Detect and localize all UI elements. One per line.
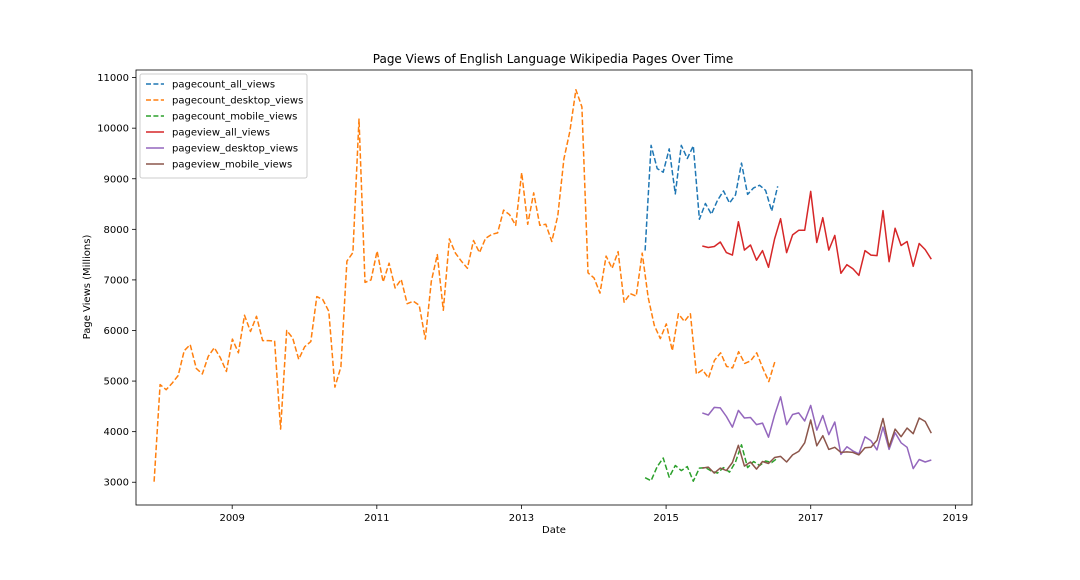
series-line-pagecount-all-views (644, 144, 779, 251)
series-line-pageview-all-views (702, 190, 932, 277)
y-tick-label: 5000 (104, 377, 129, 388)
legend-label-pageview-desktop-views: pageview_desktop_views (172, 144, 298, 155)
axes-layer: 2009 2011 2013 2015 2017 2019 3000 4000 5000 6000… (97, 69, 973, 524)
plot-frame (135, 69, 973, 506)
legend-box (139, 73, 308, 179)
x-tick-label: 2013 (509, 513, 534, 524)
x-tick-label: 2019 (943, 513, 968, 524)
legend-label-pagecount-all-views: pagecount_all_views (172, 80, 275, 91)
series-line-pagecount-mobile-views (644, 444, 779, 482)
y-tick-label: 6000 (104, 326, 129, 337)
y-tick-label: 9000 (104, 174, 129, 185)
y-tick-label: 8000 (104, 225, 129, 236)
x-tick-label: 2009 (219, 513, 244, 524)
series-line-pageview-desktop-views (702, 396, 932, 470)
legend: pagecount_all_views pagecount_desktop_vie… (139, 73, 308, 179)
x-tick-label: 2015 (653, 513, 678, 524)
y-tick-label: 3000 (104, 478, 129, 489)
chart-title: Page Views of English Language Wikipedia… (373, 52, 733, 66)
series-layer (153, 88, 932, 482)
legend-label-pagecount-desktop-views: pagecount_desktop_views (172, 96, 303, 107)
legend-label-pageview-mobile-views: pageview_mobile_views (172, 160, 292, 171)
series-line-pageview-mobile-views (702, 417, 932, 474)
series-line-pagecount-desktop-views (153, 88, 776, 482)
x-tick-label: 2017 (798, 513, 823, 524)
x-tick-label: 2011 (364, 513, 389, 524)
legend-label-pagecount-mobile-views: pagecount_mobile_views (172, 112, 297, 123)
y-tick-label: 7000 (104, 275, 129, 286)
y-tick-label: 4000 (104, 427, 129, 438)
x-axis-label: Date (542, 525, 566, 536)
y-tick-label: 11000 (97, 73, 129, 84)
legend-label-pageview-all-views: pageview_all_views (172, 128, 270, 139)
y-tick-label: 10000 (97, 124, 129, 135)
y-axis-label: Page Views (Millions) (82, 235, 93, 340)
